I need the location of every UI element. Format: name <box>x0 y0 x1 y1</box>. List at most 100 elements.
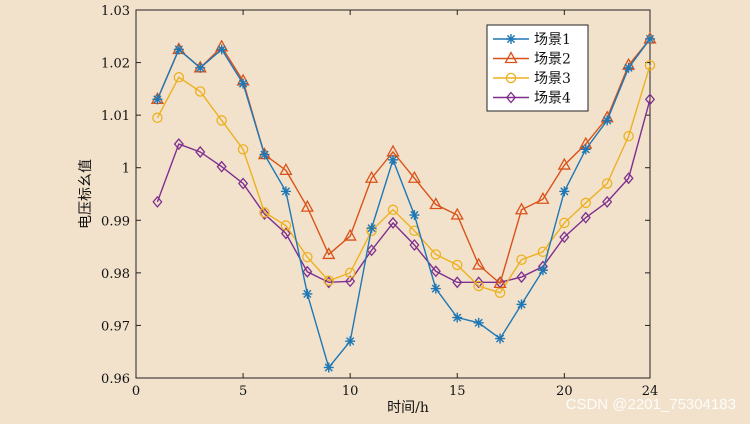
y-tick-label: 1 <box>122 162 130 177</box>
data-point <box>644 59 656 71</box>
data-point <box>194 86 206 97</box>
data-point <box>195 145 206 158</box>
data-point <box>345 336 356 347</box>
legend-marker <box>505 91 517 104</box>
series-line <box>156 38 651 369</box>
data-point <box>430 283 441 294</box>
legend-label: 场景1 <box>534 32 571 48</box>
data-point <box>623 130 634 142</box>
data-point <box>473 317 484 328</box>
legend-marker <box>505 72 517 84</box>
y-tick-label: 1.01 <box>101 109 130 124</box>
data-point <box>645 33 655 44</box>
x-tick-label: 20 <box>556 384 573 399</box>
data-point <box>580 197 592 209</box>
data-point <box>173 138 184 151</box>
data-point <box>238 78 249 89</box>
data-point <box>300 199 314 212</box>
watermark-text: CSDN @2201_75304183 <box>565 396 736 413</box>
y-axis-ticks: 0.96 0.97 0.98 0.99 1 1.01 1.02 1.03 <box>101 4 650 387</box>
data-point <box>388 154 398 165</box>
data-point <box>322 247 336 260</box>
data-point <box>516 299 527 310</box>
data-point <box>495 333 506 344</box>
data-point <box>537 265 548 276</box>
data-point <box>366 223 377 234</box>
data-point <box>152 195 163 208</box>
legend-item: 场景3 <box>493 71 571 87</box>
legend-marker <box>506 34 516 44</box>
data-point <box>407 170 422 183</box>
legend: 场景1 场景2 场景3 场景4 <box>486 24 589 112</box>
data-point <box>387 216 399 229</box>
data-point <box>344 267 356 279</box>
legend-item: 场景2 <box>493 51 571 68</box>
x-axis-label: 时间/h <box>387 400 429 416</box>
data-point <box>601 178 613 189</box>
plot-frame <box>135 9 651 379</box>
data-point <box>559 231 570 244</box>
data-point <box>450 207 464 220</box>
data-point <box>173 72 185 83</box>
x-tick-label: 5 <box>239 384 247 399</box>
data-point <box>152 112 163 124</box>
y-tick-label: 1.02 <box>101 57 130 72</box>
data-point <box>343 228 357 241</box>
data-point <box>602 195 613 208</box>
data-point <box>173 44 184 55</box>
data-point <box>557 157 571 170</box>
y-tick-label: 0.96 <box>101 372 130 387</box>
data-point <box>216 115 227 126</box>
data-point <box>472 257 486 270</box>
data-point <box>644 93 656 106</box>
data-point <box>259 149 270 160</box>
x-tick-label: 24 <box>642 384 659 399</box>
x-tick-label: 15 <box>449 384 466 399</box>
legend-item: 场景4 <box>493 91 571 107</box>
y-tick-label: 1.03 <box>101 4 130 19</box>
legend-label: 场景3 <box>534 71 571 87</box>
legend-item: 场景1 <box>493 32 571 48</box>
data-point <box>259 207 270 218</box>
data-point <box>280 227 291 240</box>
data-point <box>216 44 227 55</box>
y-axis-label: 电压标幺值 <box>78 159 94 229</box>
data-point <box>451 259 463 271</box>
data-point <box>514 202 529 215</box>
series-3 <box>152 59 656 299</box>
data-point <box>387 204 399 216</box>
data-point <box>409 238 420 252</box>
data-point <box>494 287 506 299</box>
data-point <box>237 144 249 155</box>
data-point <box>323 362 334 373</box>
y-tick-label: 0.98 <box>101 267 130 282</box>
data-point <box>195 62 206 73</box>
data-point <box>216 160 227 173</box>
data-point <box>302 251 313 263</box>
y-tick-label: 0.97 <box>101 319 130 334</box>
x-tick-label: 10 <box>342 384 359 399</box>
data-point <box>279 162 293 175</box>
data-point <box>364 170 379 183</box>
data-point <box>323 276 334 289</box>
data-point <box>623 62 634 73</box>
data-point <box>323 275 334 286</box>
data-point <box>623 172 634 185</box>
data-point <box>602 115 613 126</box>
series-4 <box>152 93 656 289</box>
data-point <box>429 197 443 210</box>
data-point <box>302 265 313 278</box>
data-point <box>152 94 163 105</box>
legend-label: 场景4 <box>534 91 571 107</box>
y-tick-label: 0.99 <box>101 214 130 229</box>
legend-label: 场景2 <box>534 52 571 68</box>
legend-marker <box>504 51 518 64</box>
data-point <box>366 244 377 257</box>
data-point <box>473 276 484 289</box>
series-line <box>156 99 651 284</box>
data-point <box>536 191 550 204</box>
data-point <box>559 217 570 229</box>
data-point <box>580 211 591 224</box>
x-tick-label: 0 <box>132 384 140 399</box>
